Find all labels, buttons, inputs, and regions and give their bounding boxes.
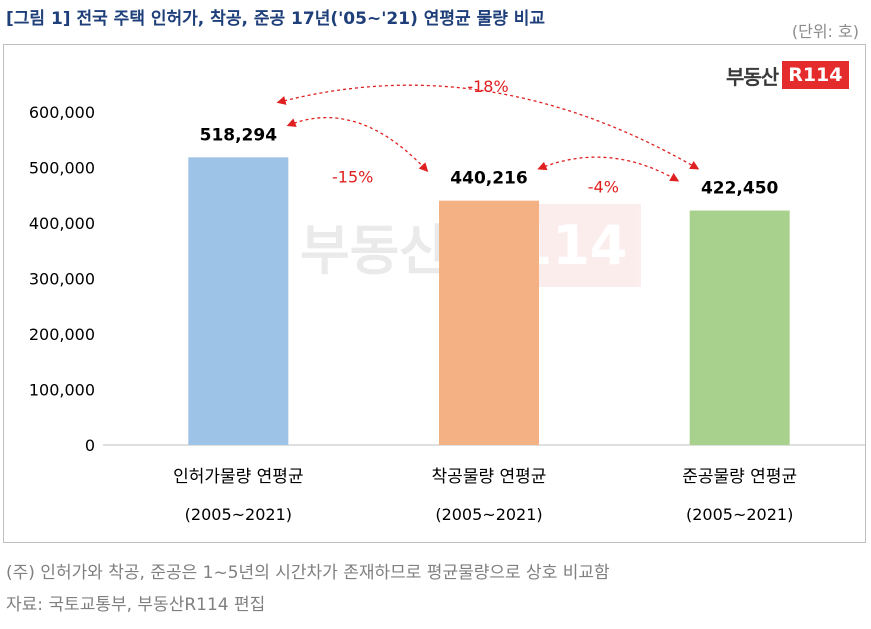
y-tick-label: 300,000 xyxy=(29,270,95,289)
change-label: -15% xyxy=(332,168,373,187)
change-arrow xyxy=(286,117,429,173)
change-arrow xyxy=(276,84,700,170)
x-tick-label: 인허가물량 연평균 xyxy=(173,467,304,487)
y-tick-label: 0 xyxy=(85,436,95,455)
logo-badge: R114 xyxy=(782,61,849,89)
x-tick-period: (2005~2021) xyxy=(185,505,292,524)
unit-label: (단위: 호) xyxy=(791,22,859,41)
bar xyxy=(689,210,790,445)
y-tick-label: 500,000 xyxy=(29,159,95,178)
change-label: -4% xyxy=(588,178,619,197)
bar xyxy=(188,157,289,445)
source-note: 자료: 국토교통부, 부동산R114 편집 xyxy=(6,595,266,615)
logo-text: 부동산 xyxy=(726,64,779,89)
brand-logo: 부동산 R114 xyxy=(726,60,849,90)
chart-title: [그림 1] 전국 주택 인허가, 착공, 준공 17년('05~'21) 연평… xyxy=(6,9,546,29)
change-arrow xyxy=(537,156,680,182)
x-tick-label: 착공물량 연평균 xyxy=(432,467,547,487)
y-tick-label: 400,000 xyxy=(29,214,95,233)
watermark-text: 부동산 xyxy=(300,218,450,282)
data-label: 422,450 xyxy=(701,179,779,199)
footnote: (주) 인허가와 착공, 준공은 1~5년의 시간차가 존재하므로 평균물량으로… xyxy=(6,563,610,583)
x-tick-label: 준공물량 연평균 xyxy=(682,467,797,487)
x-tick-period: (2005~2021) xyxy=(686,505,793,524)
data-label: 440,216 xyxy=(450,169,527,189)
data-label: 518,294 xyxy=(200,125,278,145)
y-tick-label: 600,000 xyxy=(29,103,95,122)
y-tick-label: 100,000 xyxy=(29,381,95,400)
bar xyxy=(439,200,539,445)
y-tick-label: 200,000 xyxy=(29,325,95,344)
change-label: -18% xyxy=(467,77,508,96)
x-tick-period: (2005~2021) xyxy=(435,505,542,524)
